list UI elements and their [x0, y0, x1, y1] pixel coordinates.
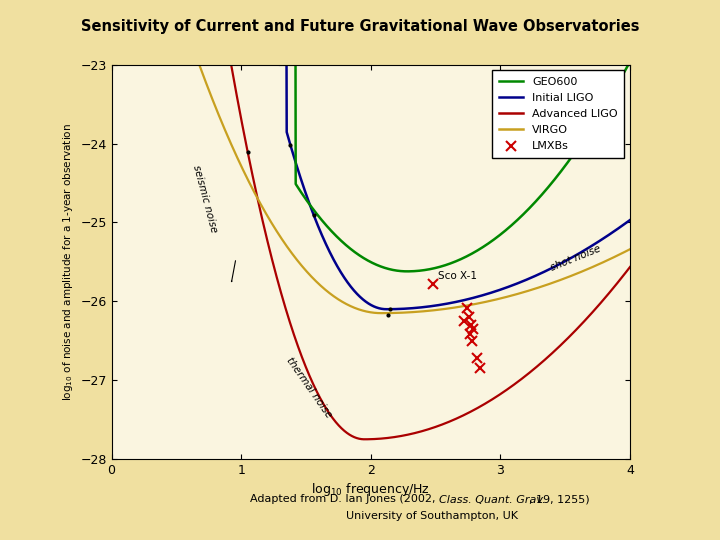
Text: shot noise: shot noise — [549, 244, 602, 273]
Text: Sensitivity of Current and Future Gravitational Wave Observatories: Sensitivity of Current and Future Gravit… — [81, 19, 639, 34]
Text: University of Southampton, UK: University of Southampton, UK — [346, 511, 518, 521]
Text: Adapted from D. Ian Jones (2002,: Adapted from D. Ian Jones (2002, — [251, 495, 439, 504]
Text: Sco X-1: Sco X-1 — [438, 271, 477, 281]
Text: thermal noise: thermal noise — [284, 356, 333, 420]
Legend: GEO600, Initial LIGO, Advanced LIGO, VIRGO, LMXBs: GEO600, Initial LIGO, Advanced LIGO, VIR… — [492, 70, 624, 158]
X-axis label: log$_{10}$ frequency/Hz: log$_{10}$ frequency/Hz — [311, 481, 431, 498]
Text: seismic noise: seismic noise — [191, 164, 219, 234]
Text: Class. Quant. Grav.: Class. Quant. Grav. — [439, 495, 546, 504]
Text: , 19, 1255): , 19, 1255) — [529, 495, 590, 504]
Y-axis label: log$_{10}$ of noise and amplitude for a 1-year observation: log$_{10}$ of noise and amplitude for a … — [60, 123, 75, 401]
